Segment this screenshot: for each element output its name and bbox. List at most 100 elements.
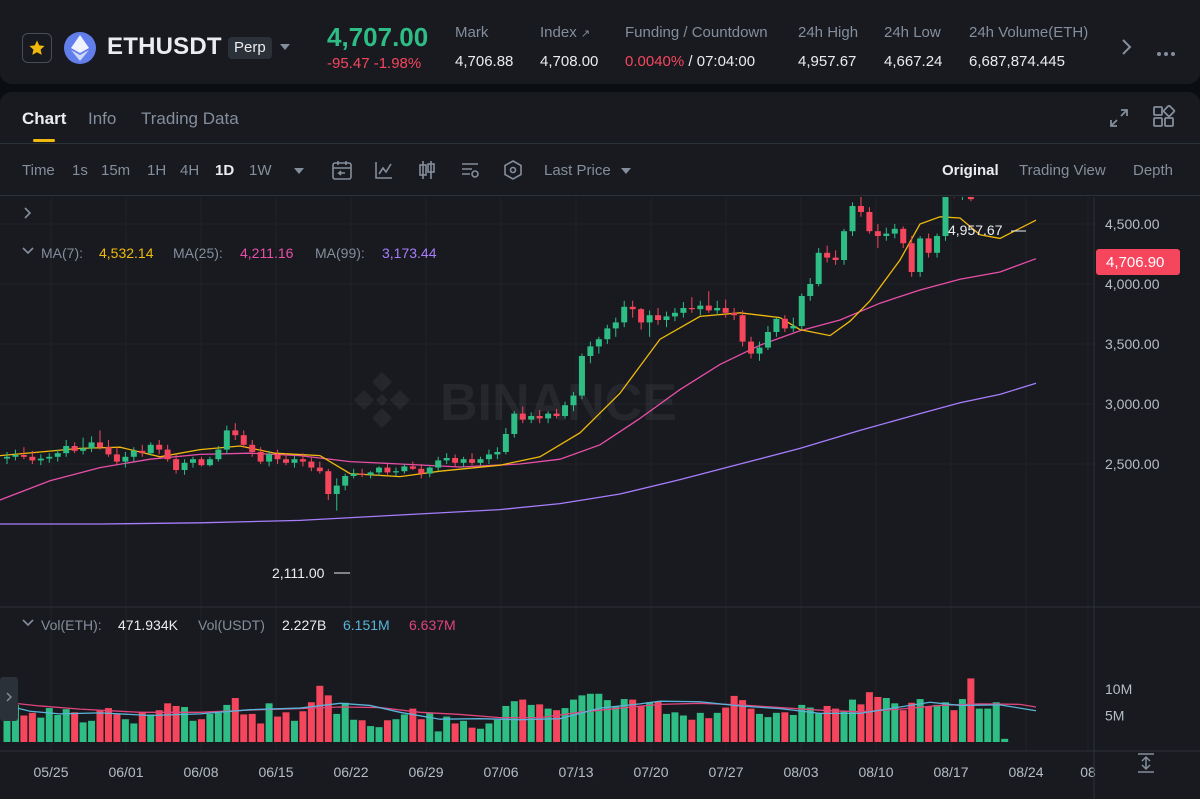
- price-change: -95.47 -1.98%: [327, 55, 422, 72]
- volume-bar: [54, 714, 62, 742]
- volume-bar: [468, 727, 476, 742]
- candle: [71, 446, 78, 451]
- volume-bar: [485, 723, 493, 742]
- candle: [105, 447, 112, 455]
- hexagon-settings-icon[interactable]: [502, 159, 524, 186]
- volume-bar: [764, 717, 772, 742]
- candle: [680, 308, 687, 313]
- chevron-right-icon[interactable]: [1116, 37, 1136, 62]
- interval-1w[interactable]: 1W: [249, 162, 272, 179]
- funding-countdown: / 07:04:00: [688, 53, 756, 70]
- ma25-line: [0, 258, 1037, 501]
- side-handle-chevron-icon[interactable]: [6, 692, 12, 702]
- tab-trading-data[interactable]: Trading Data: [141, 109, 239, 128]
- price-type-chevron-icon[interactable]: [621, 168, 631, 174]
- volume-bar: [569, 699, 577, 742]
- volume-bar: [223, 704, 231, 742]
- candle: [883, 233, 890, 236]
- mark-value: 4,706.88: [455, 53, 514, 70]
- symbol-name[interactable]: ETHUSDT: [107, 33, 222, 60]
- volume-bar: [460, 720, 468, 742]
- layout-icon[interactable]: [1152, 104, 1176, 134]
- volume-bar: [832, 708, 840, 742]
- volume-bar: [916, 699, 924, 742]
- volume-bar: [942, 702, 950, 742]
- index-label[interactable]: Index ↗: [540, 24, 591, 41]
- x-tick-label: 07/20: [633, 764, 668, 780]
- more-icon[interactable]: [1156, 44, 1176, 62]
- candle: [790, 326, 797, 329]
- candle: [63, 446, 70, 454]
- price-chart[interactable]: BINANCE 4,500.00 4,000.00 3,500.00 3,000.00…: [0, 169, 1200, 799]
- expand-icon[interactable]: [1108, 107, 1130, 134]
- volume-bar: [595, 693, 603, 742]
- view-original[interactable]: Original: [942, 162, 999, 179]
- candle: [908, 243, 915, 272]
- candle: [97, 442, 104, 448]
- favorite-button[interactable]: [22, 33, 52, 63]
- candle: [20, 455, 27, 457]
- volume-bar: [282, 712, 290, 742]
- volume-bar: [333, 713, 341, 742]
- candle: [553, 413, 560, 416]
- candle: [443, 458, 450, 461]
- mark-label: Mark: [455, 24, 489, 41]
- star-icon: [29, 40, 45, 55]
- view-trading-view[interactable]: Trading View: [1019, 162, 1106, 179]
- chevron-down-icon[interactable]: [280, 44, 290, 50]
- candle: [519, 413, 526, 420]
- candle-type-icon[interactable]: [416, 159, 438, 186]
- volume-bar: [908, 702, 916, 742]
- candle: [460, 459, 467, 463]
- candle: [435, 460, 442, 468]
- interval-1h[interactable]: 1H: [147, 162, 167, 179]
- volume-bar: [443, 716, 451, 742]
- candle: [4, 456, 10, 459]
- volume-bar: [316, 685, 324, 742]
- volume-bar: [654, 701, 662, 742]
- candle: [283, 459, 290, 463]
- candle: [291, 459, 298, 463]
- candle: [841, 231, 848, 260]
- tab-chart[interactable]: Chart: [22, 109, 67, 128]
- interval-1s[interactable]: 1s: [72, 162, 88, 179]
- candle: [815, 252, 822, 284]
- volume-bar: [1001, 738, 1009, 742]
- index-price-stat: Index ↗ 4,708.00: [540, 24, 598, 70]
- volume-bar: [358, 720, 366, 742]
- tab-info[interactable]: Info: [88, 109, 117, 128]
- interval-15m[interactable]: 15m: [101, 162, 131, 179]
- candle: [164, 449, 171, 460]
- volume-bar: [155, 710, 163, 742]
- interval-1d[interactable]: 1D: [215, 162, 235, 179]
- indicator-icon[interactable]: [373, 159, 395, 186]
- auto-scale-icon[interactable]: [1138, 753, 1154, 773]
- volume-bar: [71, 712, 79, 742]
- candle: [849, 206, 856, 232]
- interval-4h[interactable]: 4H: [180, 162, 200, 179]
- collapse-chevron-icon[interactable]: [22, 247, 34, 255]
- volume-bar: [240, 714, 248, 742]
- interval-more-chevron-icon[interactable]: [294, 168, 304, 174]
- volume-tick-label: 10M: [1105, 681, 1132, 697]
- calendar-replay-icon[interactable]: [331, 159, 353, 186]
- volume-bar: [925, 706, 933, 742]
- candle: [325, 471, 332, 494]
- volume-bar: [375, 727, 383, 742]
- chart-settings-icon[interactable]: [459, 159, 481, 186]
- volume-bar: [37, 717, 45, 742]
- candle: [232, 430, 239, 436]
- view-depth[interactable]: Depth: [1133, 162, 1174, 179]
- volume-bar: [324, 695, 332, 742]
- volume-bar: [113, 714, 121, 742]
- volume-bar: [705, 718, 713, 742]
- volume-bar: [62, 709, 70, 742]
- candle: [798, 296, 805, 326]
- volume-collapse-chevron-icon[interactable]: [22, 619, 34, 627]
- eth-logo-icon: [64, 32, 96, 64]
- index-value: 4,708.00: [540, 53, 599, 70]
- price-type-select[interactable]: Last Price: [544, 162, 611, 179]
- chart-area[interactable]: BINANCE 4,500.00 4,000.00 3,500.00 3,000.00…: [0, 169, 1200, 799]
- chevron-right-icon[interactable]: [24, 207, 32, 219]
- volume-bar: [747, 708, 755, 742]
